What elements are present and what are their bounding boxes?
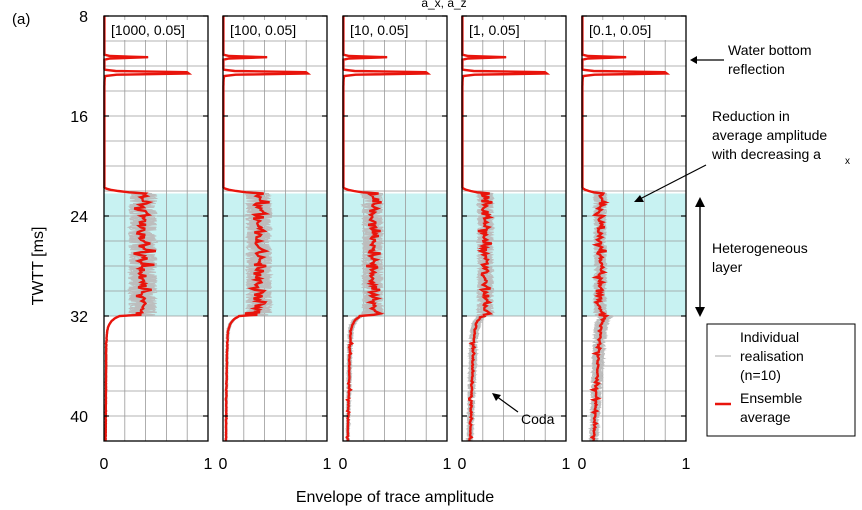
panel-label-background bbox=[108, 20, 202, 40]
panel-label: [100, 0.05] bbox=[230, 22, 296, 38]
panel-label: [1000, 0.05] bbox=[111, 22, 185, 38]
legend-individual-line-2: realisation bbox=[740, 348, 804, 364]
x-tick-label: 0 bbox=[578, 456, 587, 473]
panel-label-background bbox=[347, 20, 441, 40]
water-bottom-arrowhead bbox=[690, 56, 697, 64]
heterogeneous-line-2: layer bbox=[712, 259, 743, 275]
x-tick-label: 1 bbox=[562, 456, 571, 473]
heterogeneous-layer-band bbox=[223, 193, 327, 316]
coda-arrowhead bbox=[492, 393, 501, 401]
x-axis-label: Envelope of trace amplitude bbox=[296, 489, 494, 506]
x-tick-label: 1 bbox=[443, 456, 452, 473]
panel-1: [1000, 0.05] bbox=[103, 15, 209, 442]
panel-label-background bbox=[466, 20, 560, 40]
reduction-line-3: with decreasing a bbox=[711, 146, 821, 162]
y-tick-label: 24 bbox=[70, 209, 88, 226]
panel-4: [1, 0.05] bbox=[461, 15, 567, 442]
reduction-line-2: average amplitude bbox=[712, 127, 827, 143]
annotation-coda: Coda bbox=[492, 393, 555, 427]
panel-frame bbox=[581, 15, 687, 442]
reduction-line-1: Reduction in bbox=[712, 108, 790, 124]
y-tick-label: 32 bbox=[70, 309, 88, 326]
reduction-arrowhead bbox=[634, 195, 644, 202]
coda-arrow bbox=[495, 395, 519, 413]
panel-frame bbox=[103, 15, 209, 442]
reduction-subscript: x bbox=[845, 156, 850, 167]
panel-label: [0.1, 0.05] bbox=[589, 22, 651, 38]
panel-label-background bbox=[586, 20, 680, 40]
cut-title: a_x, a_z bbox=[421, 0, 466, 10]
x-tick-label: 1 bbox=[682, 456, 691, 473]
x-tick-label: 0 bbox=[100, 456, 109, 473]
heterogeneous-arrowhead-top bbox=[695, 197, 705, 207]
panel-frame bbox=[461, 15, 567, 442]
reduction-arrow bbox=[637, 164, 707, 201]
y-axis-label: TWTT [ms] bbox=[30, 227, 47, 306]
y-tick-label: 16 bbox=[70, 109, 88, 126]
panel-5: [0.1, 0.05] bbox=[581, 15, 687, 442]
panel-label-background bbox=[227, 20, 321, 40]
panel-label: [1, 0.05] bbox=[469, 22, 520, 38]
annotation-reduction: Reduction in average amplitude with decr… bbox=[634, 108, 850, 202]
panel-frame bbox=[222, 15, 328, 442]
x-tick-label: 1 bbox=[204, 456, 213, 473]
x-tick-label: 0 bbox=[219, 456, 228, 473]
coda-label: Coda bbox=[521, 411, 555, 427]
legend-individual-line-3: (n=10) bbox=[740, 367, 781, 383]
x-tick-label: 0 bbox=[339, 456, 348, 473]
legend-box bbox=[706, 323, 856, 437]
panel-2: [100, 0.05] bbox=[222, 15, 328, 442]
y-tick-label: 40 bbox=[70, 409, 88, 426]
y-axis-tick-labels: 8 16 24 32 40 bbox=[70, 9, 88, 426]
panel-letter: (a) bbox=[12, 11, 30, 28]
legend-individual-line-1: Individual bbox=[740, 329, 799, 345]
panel-label: [10, 0.05] bbox=[350, 22, 408, 38]
heterogeneous-line-1: Heterogeneous bbox=[712, 240, 808, 256]
legend-average-line-1: Ensemble bbox=[740, 390, 802, 406]
x-tick-label: 1 bbox=[323, 456, 332, 473]
panels-group: [1000, 0.05] [100, 0.05] [10, 0.05] [1, 0.0… bbox=[103, 15, 687, 442]
water-bottom-line-2: reflection bbox=[728, 61, 785, 77]
x-tick-label: 0 bbox=[458, 456, 467, 473]
annotation-water-bottom: Water bottom reflection bbox=[690, 42, 812, 77]
legend: Individual realisation (n=10) Ensemble a… bbox=[706, 323, 856, 437]
legend-average-line-2: average bbox=[740, 409, 791, 425]
heterogeneous-layer-band bbox=[343, 193, 447, 316]
heterogeneous-arrowhead-bottom bbox=[695, 307, 705, 317]
panel-3: [10, 0.05] bbox=[342, 15, 448, 442]
water-bottom-line-1: Water bottom bbox=[728, 42, 812, 58]
panel-frame bbox=[342, 15, 448, 442]
annotation-heterogeneous: Heterogeneous layer bbox=[695, 197, 808, 317]
y-tick-label: 8 bbox=[79, 9, 88, 26]
